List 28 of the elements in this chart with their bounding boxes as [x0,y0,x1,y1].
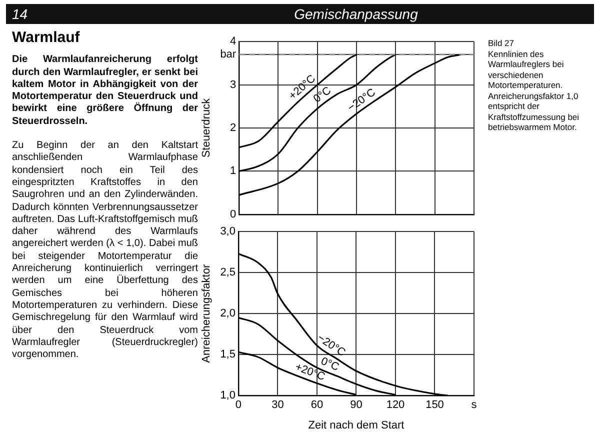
y-tick-label: 1,0 [220,390,236,402]
y-axis-title: Steuerdruck [200,98,213,158]
y-tick-label: 2,0 [220,308,236,320]
y-tick-label: 0 [230,208,236,220]
y-tick-label: 3 [230,78,236,91]
y-tick-label: 2 [230,122,236,134]
text: Bild 27 [488,38,515,48]
x-tick-label: 60 [310,399,324,412]
text: Die Warmlaufanreicherung erfolgt durch den Warmlaufregler, er senkt bei kaltem Motor in Abhängigkeit von der Motortemperatur den Steuerdruck und bewirkt eine größere Öffnung der Steuerdrosseln. [12,54,198,128]
x-axis-title: Zeit nach dem Start [308,419,404,432]
x-tick-label: 90 [350,399,362,412]
y-tick-label: 2,5 [220,266,236,279]
y-tick-label: 3,0 [220,226,236,238]
text: Gemischanpassung [293,6,419,22]
y-tick-label: bar [220,48,236,61]
text: Warmlauf [12,29,81,46]
y-tick-label: 1 [230,165,236,178]
y-tick-label: 4 [230,36,236,48]
text: 0°C [311,84,334,106]
x-tick-label: 120 [386,399,405,412]
x-tick-label: 150 [426,399,444,412]
x-tick-label: 30 [272,399,284,412]
text: Zu Beginn der an den Kaltstart anschließenden Warmlaufphase kondensiert noch ein Teil des eingespritzten Kraftstoffes in den Saugrohren und an den Zylinderwänden. Dadurch könnten Verbrennungsaussetzer auftreten. Das Luft-Kraftstoffgemisch muß daher während des Warmlaufs angereichert werden (λ < 1,0). Dabei muß bei steigender Motortemperatur die Anreicherung kontinuierlich verringert werden um eine Überfettung des Gemisches bei höheren Motortemperaturen zu verhindern. Diese Gemischregelung für den Warmlauf wird über den Steuerdruck vom Warmlaufregler (Steuerdruckregler) vorgenommen. [12,140,198,360]
text: Kennlinien des Warmlaufreglers bei verschiedenen Motortemperaturen. Anreicherungsfaktor 1,0 entspricht der Kraftstoffzumessung bei betriebswarmem Motor. [488,48,580,132]
x-tick-label: s [471,399,478,412]
text: 14 [12,6,28,22]
y-axis-title: Anreicherungsfaktor [200,264,213,363]
y-tick-label: 1,5 [220,348,236,361]
